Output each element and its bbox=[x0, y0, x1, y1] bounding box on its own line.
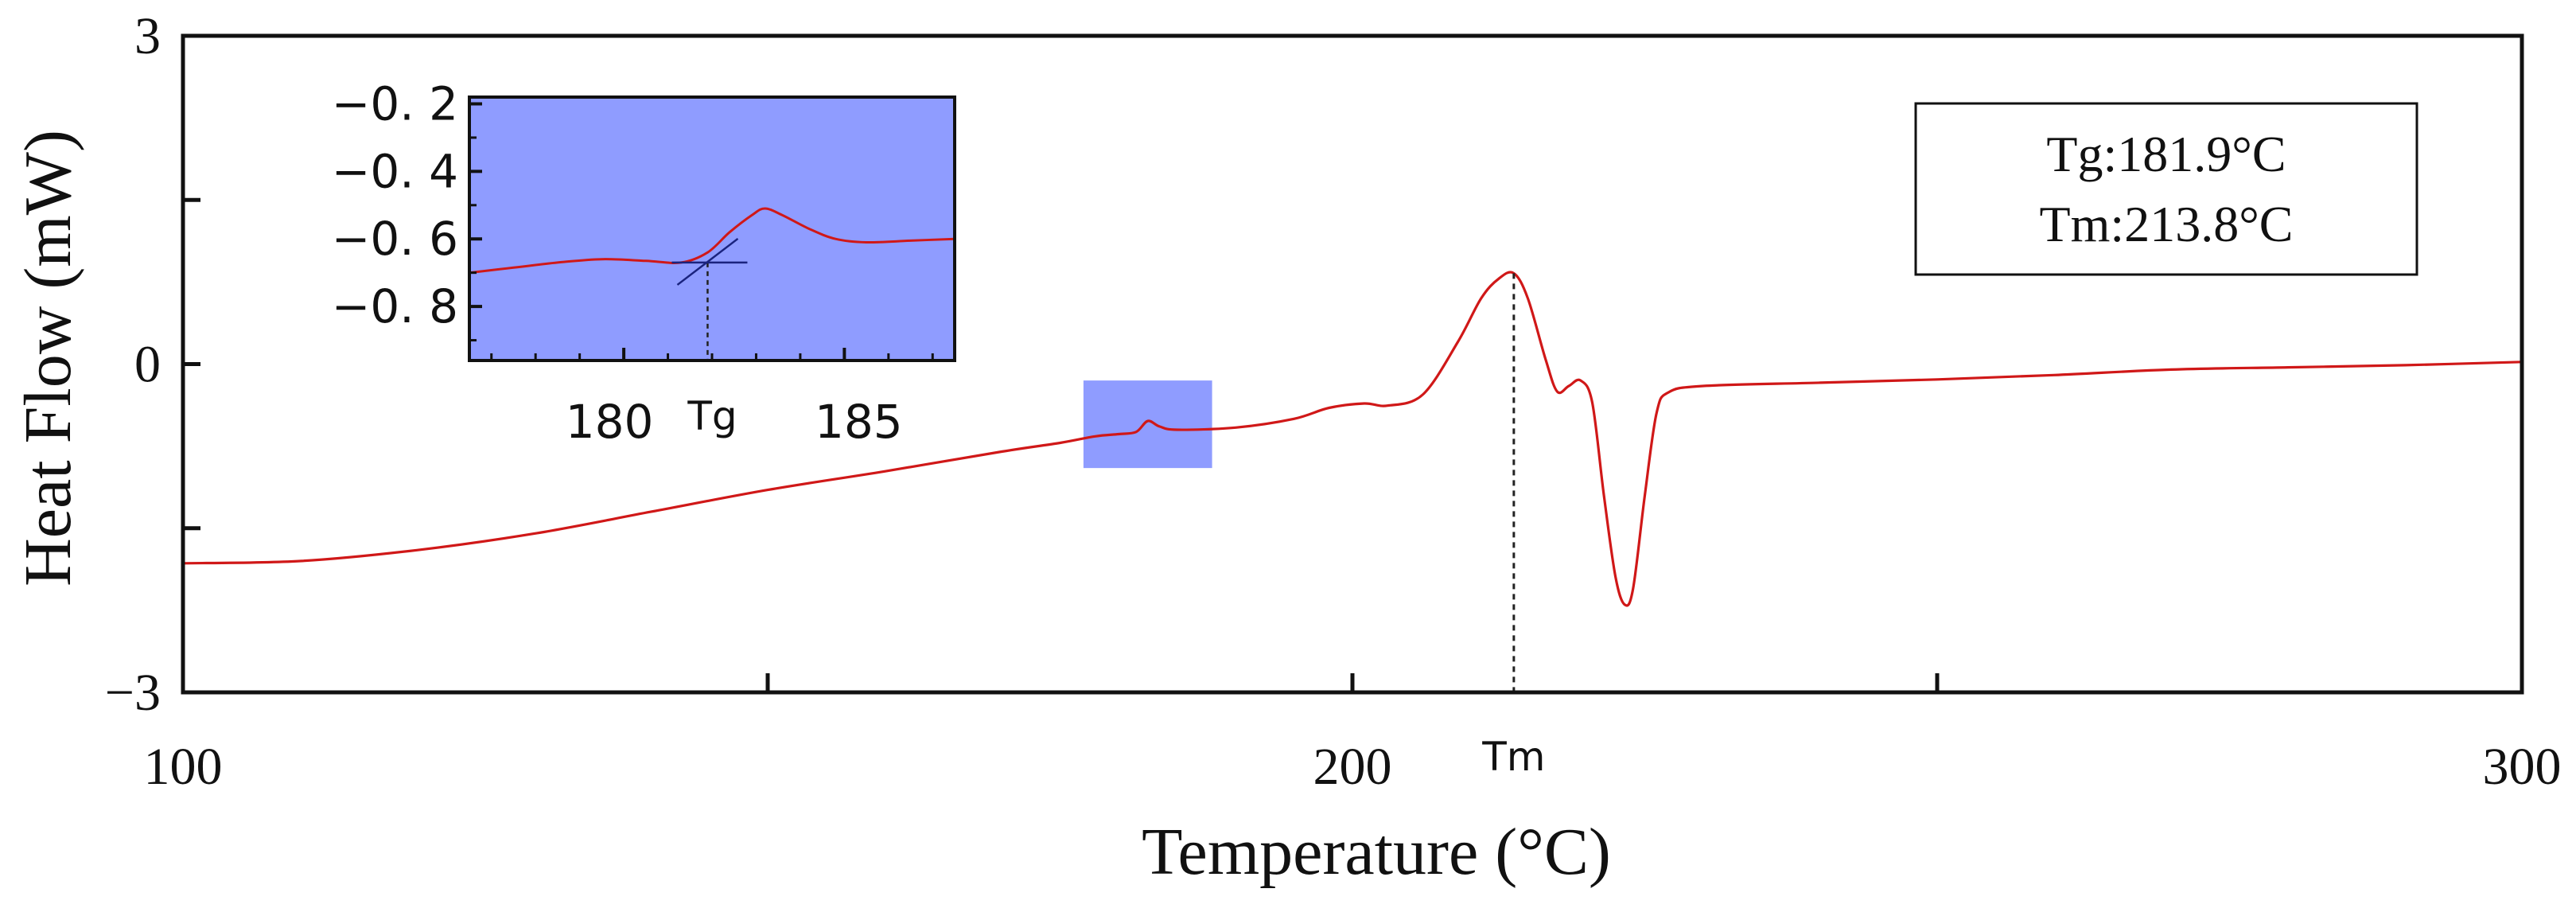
legend-frame bbox=[1914, 102, 2418, 276]
inset-y-tick-label: −0. 2 bbox=[332, 76, 458, 131]
inset-plot: −0. 2 −0. 4 −0. 6 −0. 8 180 185 Tg bbox=[332, 76, 956, 449]
inset-x-tick-label-185: 185 bbox=[815, 395, 903, 449]
y-tick-label-0: 0 bbox=[134, 336, 161, 394]
legend-box: Tg:181.9°C Tm:213.8°C bbox=[1914, 102, 2418, 276]
inset-y-tick-label: −0. 6 bbox=[332, 212, 458, 266]
tg-tangent-diagonal bbox=[676, 237, 739, 286]
legend-tm: Tm:213.8°C bbox=[2040, 196, 2294, 252]
legend-tg: Tg:181.9°C bbox=[2046, 126, 2286, 182]
y-axis-title: Heat Flow (mW) bbox=[11, 130, 85, 587]
main-plot: Tm 100 200 300 −3 0 3 Temperature (°C) H… bbox=[11, 7, 2562, 889]
x-axis-title: Temperature (°C) bbox=[1142, 815, 1611, 889]
x-tick-label-100: 100 bbox=[144, 738, 223, 796]
inset-y-tick-label: −0. 4 bbox=[332, 144, 458, 198]
inset-y-tick-label: −0. 8 bbox=[332, 279, 458, 333]
inset-ticks bbox=[469, 102, 934, 361]
heat-flow-curve bbox=[182, 271, 2523, 607]
y-tick-label-3: 3 bbox=[134, 7, 161, 65]
zoom-highlight-region bbox=[1083, 380, 1212, 469]
inset-x-tick-label-180: 180 bbox=[566, 395, 654, 449]
tg-marker-label: Tg bbox=[687, 393, 737, 439]
x-tick-label-300: 300 bbox=[2483, 738, 2562, 796]
inset-background bbox=[469, 97, 955, 361]
main-ticks bbox=[183, 197, 1940, 692]
tm-marker-label: Tm bbox=[1481, 734, 1545, 780]
x-tick-label-200: 200 bbox=[1313, 738, 1392, 796]
y-tick-label-minus3: −3 bbox=[105, 664, 161, 722]
inset-heat-flow-curve bbox=[469, 207, 955, 275]
